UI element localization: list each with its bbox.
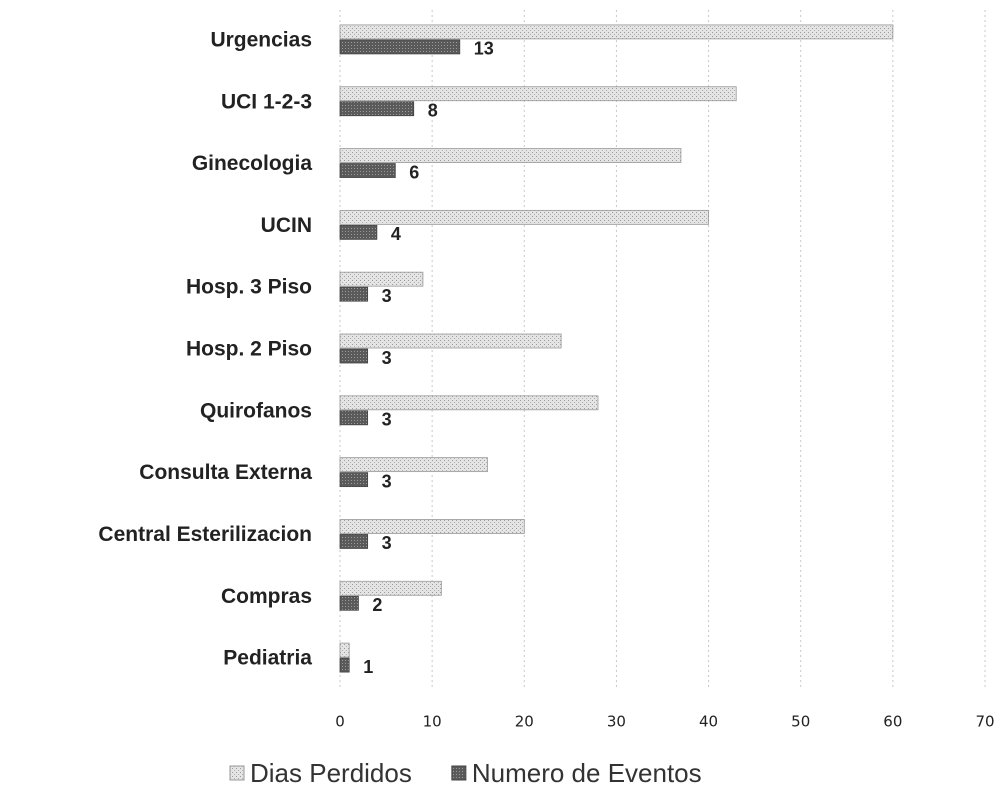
data-label: 3 — [382, 471, 392, 491]
bar — [339, 148, 682, 163]
category-label: Pediatria — [223, 647, 312, 670]
bar — [339, 101, 415, 117]
data-label: 8 — [428, 100, 438, 120]
legend-swatch — [229, 765, 245, 781]
data-label: 6 — [409, 162, 419, 182]
x-tick-label: 50 — [791, 713, 810, 731]
bar — [339, 39, 461, 55]
data-label: 3 — [382, 410, 392, 430]
bar — [339, 163, 396, 178]
bar — [339, 657, 350, 673]
category-label: Consulta Externa — [139, 461, 312, 484]
category-label: Quirofanos — [200, 399, 312, 422]
data-label: 3 — [382, 533, 392, 553]
data-label: 2 — [372, 595, 382, 615]
legend-swatch — [451, 765, 467, 781]
category-label: Ginecologia — [192, 152, 313, 175]
x-tick-label: 20 — [515, 713, 534, 731]
bar — [339, 472, 369, 488]
bar — [339, 333, 562, 349]
category-label: Urgencias — [210, 28, 312, 51]
category-label: Compras — [221, 585, 312, 608]
bar — [339, 348, 369, 364]
data-label: 13 — [474, 39, 494, 59]
x-tick-label: 40 — [699, 713, 718, 731]
category-label: Hosp. 3 Piso — [186, 276, 312, 299]
category-label: Hosp. 2 Piso — [186, 338, 312, 361]
category-label: UCIN — [261, 214, 312, 237]
data-label: 3 — [382, 286, 392, 306]
bar — [339, 410, 369, 426]
x-tick-label: 10 — [423, 713, 442, 731]
data-label: 1 — [363, 657, 373, 677]
bar — [339, 642, 350, 658]
data-label: 3 — [382, 348, 392, 368]
bar — [339, 224, 378, 240]
x-tick-label: 0 — [335, 713, 345, 731]
bar — [339, 580, 442, 596]
category-label: UCI 1-2-3 — [221, 90, 312, 113]
bar — [339, 86, 737, 102]
category-label: Central Esterilizacion — [98, 523, 312, 546]
legend-label: Numero de Eventos — [472, 758, 702, 788]
bar — [339, 271, 424, 287]
bar — [339, 24, 894, 40]
data-label: 4 — [391, 224, 401, 244]
x-tick-label: 60 — [883, 713, 902, 731]
x-tick-label: 70 — [975, 713, 994, 731]
bar — [339, 457, 488, 473]
bar — [339, 395, 599, 411]
bar — [339, 595, 359, 611]
bar — [339, 209, 709, 225]
bar — [339, 534, 369, 549]
legend-label: Dias Perdidos — [250, 758, 412, 788]
bar — [339, 519, 525, 534]
x-tick-label: 30 — [607, 713, 626, 731]
bar — [339, 286, 369, 302]
